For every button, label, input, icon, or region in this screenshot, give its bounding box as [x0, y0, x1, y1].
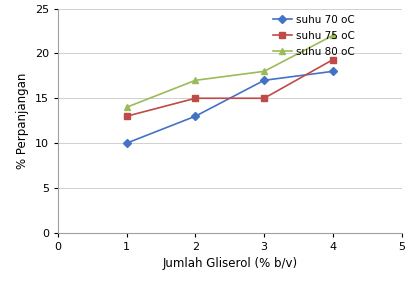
suhu 75 oC: [261, 97, 266, 100]
X-axis label: Jumlah Gliserol (% b/v): Jumlah Gliserol (% b/v): [162, 258, 297, 270]
suhu 80 oC: [330, 34, 335, 37]
suhu 80 oC: [192, 79, 197, 82]
suhu 70 oC: [261, 79, 266, 82]
suhu 70 oC: [124, 141, 129, 145]
Line: suhu 80 oC: suhu 80 oC: [123, 33, 335, 110]
suhu 75 oC: [192, 97, 197, 100]
Legend: suhu 70 oC, suhu 75 oC, suhu 80 oC: suhu 70 oC, suhu 75 oC, suhu 80 oC: [271, 13, 356, 59]
suhu 80 oC: [261, 70, 266, 73]
suhu 70 oC: [192, 114, 197, 118]
Line: suhu 75 oC: suhu 75 oC: [123, 57, 335, 119]
suhu 75 oC: [330, 58, 335, 61]
Y-axis label: % Perpanjangan: % Perpanjangan: [16, 72, 29, 169]
suhu 80 oC: [124, 106, 129, 109]
Line: suhu 70 oC: suhu 70 oC: [123, 68, 335, 146]
suhu 70 oC: [330, 70, 335, 73]
suhu 75 oC: [124, 114, 129, 118]
